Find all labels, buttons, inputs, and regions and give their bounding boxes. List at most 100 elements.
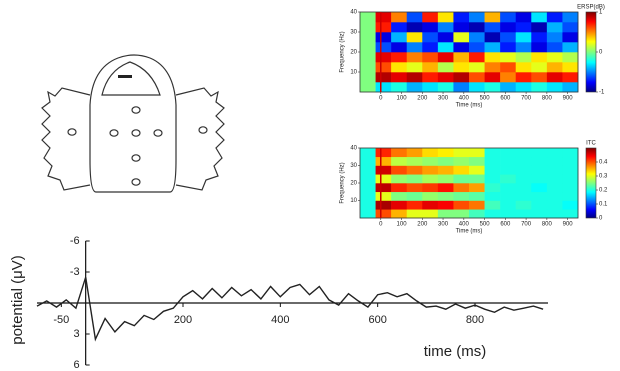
x-tick-label: 0 xyxy=(379,96,383,102)
heatmap-cell xyxy=(500,32,517,43)
heatmap-cell xyxy=(360,174,376,184)
heatmap-cell xyxy=(437,32,454,43)
heatmap-cell xyxy=(469,62,485,73)
heatmap-cell xyxy=(562,72,579,83)
y-tick-label: 6 xyxy=(74,359,80,371)
heatmap-cell xyxy=(453,209,470,219)
colorbar xyxy=(585,147,597,219)
heatmap-cell xyxy=(375,32,392,43)
heatmap-cell xyxy=(375,52,392,63)
heatmap-cell xyxy=(531,165,548,175)
heatmap-cell xyxy=(531,148,548,158)
y-tick-label: 20 xyxy=(350,181,357,187)
heatmap-cell xyxy=(406,72,423,83)
heatmap-cell xyxy=(484,22,501,33)
heatmap-cell xyxy=(422,191,439,201)
heatmap-cell xyxy=(360,22,376,33)
heatmap-cell xyxy=(391,22,408,33)
heatmap-cell xyxy=(484,200,501,210)
heatmap-cell xyxy=(515,52,532,63)
heatmap-cell xyxy=(562,183,579,193)
heatmap-cell xyxy=(360,191,376,201)
heatmap-cell xyxy=(531,191,548,201)
heatmap-cell xyxy=(422,174,439,184)
heatmap-cell xyxy=(437,209,454,219)
x-tick-label: 700 xyxy=(521,96,532,102)
x-tick-label: 400 xyxy=(459,96,470,102)
heatmap-cell xyxy=(546,165,563,175)
heatmap-cell xyxy=(406,156,423,166)
heatmap-cell xyxy=(422,42,439,53)
heatmap-cell xyxy=(437,183,454,193)
x-tick-label: 800 xyxy=(542,222,553,228)
heatmap-cell xyxy=(453,156,470,166)
heatmap-cell xyxy=(375,183,392,193)
heatmap-cell xyxy=(515,62,532,73)
heatmap-cell xyxy=(500,42,517,53)
heatmap-cell xyxy=(453,191,470,201)
heatmap-cell xyxy=(453,52,470,63)
heatmap-cell xyxy=(469,32,485,43)
x-tick-label: 600 xyxy=(500,96,511,102)
heatmap-cell xyxy=(484,12,501,23)
heatmap-cell xyxy=(422,82,439,93)
heatmap-cell xyxy=(562,200,579,210)
colorbar-label: ERSP(dB) xyxy=(577,5,605,11)
heatmap-cell xyxy=(437,174,454,184)
heatmap-cell xyxy=(484,82,501,93)
heatmap-cell xyxy=(546,12,563,23)
heatmap-cell xyxy=(484,52,501,63)
heatmap-cell xyxy=(375,42,392,53)
heatmap-cell xyxy=(422,148,439,158)
heatmap-cell xyxy=(469,12,485,23)
colorbar-label: ITC xyxy=(586,141,596,147)
heatmap-cell xyxy=(375,148,392,158)
heatmap-cell xyxy=(375,12,392,23)
heatmap-cell xyxy=(500,200,517,210)
colorbar-tick-label: 0.4 xyxy=(599,160,608,166)
heatmap-cell xyxy=(391,191,408,201)
heatmap-cell xyxy=(515,32,532,43)
heatmap-cell xyxy=(375,62,392,73)
heatmap-cell xyxy=(360,12,376,23)
heatmap-cell xyxy=(515,165,532,175)
heatmap-cell xyxy=(391,165,408,175)
heatmap-cell xyxy=(360,82,376,93)
heatmap-cell xyxy=(515,42,532,53)
heatmap-cell xyxy=(469,72,485,83)
heatmap-cell xyxy=(500,22,517,33)
heatmap-cell xyxy=(375,82,392,93)
x-tick-label: 200 xyxy=(417,96,428,102)
y-tick-label: 40 xyxy=(350,146,357,152)
heatmap-cell xyxy=(391,174,408,184)
x-tick-label: 600 xyxy=(368,314,386,326)
x-tick-label: 900 xyxy=(563,222,574,228)
heatmap-cell xyxy=(453,32,470,43)
heatmap-cell xyxy=(453,148,470,158)
heatmap-cell xyxy=(406,174,423,184)
heatmap-cell xyxy=(500,191,517,201)
heatmap-cell xyxy=(484,174,501,184)
heatmap-cell xyxy=(531,82,548,93)
heatmap-cell xyxy=(562,42,579,53)
heatmap-cell xyxy=(406,32,423,43)
heatmap-cell xyxy=(562,32,579,43)
heatmap-cell xyxy=(406,183,423,193)
heatmap-cell xyxy=(391,156,408,166)
heatmap-cell xyxy=(500,148,517,158)
heatmap-cell xyxy=(531,12,548,23)
heatmap-cell xyxy=(469,52,485,63)
heatmap-cell xyxy=(531,52,548,63)
heatmap-cell xyxy=(406,42,423,53)
heatmap-cell xyxy=(437,156,454,166)
heatmap-cell xyxy=(453,62,470,73)
heatmap-cell xyxy=(453,82,470,93)
heatmap-cell xyxy=(360,209,376,219)
heatmap-cell xyxy=(437,72,454,83)
heatmap-cell xyxy=(546,183,563,193)
heatmap-cell xyxy=(500,165,517,175)
heatmap-cell xyxy=(422,32,439,43)
heatmap-cell xyxy=(360,52,376,63)
heatmap-cell xyxy=(515,174,532,184)
